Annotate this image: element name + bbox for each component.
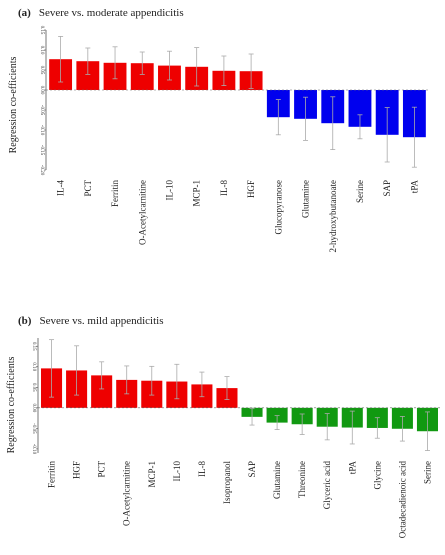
x-tick-label-octadecadienoic-acid: Octadecadienoic acid [397,461,407,539]
x-tick-label-pct: PCT [83,180,93,197]
x-tick-label-serine: Serine [355,180,365,203]
chart-a-ylabel: Regression co-efficients [8,57,19,154]
error-bar-mcp-1 [149,365,155,396]
chart-a-bars [49,59,426,138]
x-tick-label-il-8: IL-8 [219,180,229,196]
chart-b-svg: (b) Severe vs. mild appendicitis Regressi… [6,315,440,539]
error-bar-o-acetylcarnitine [124,365,130,395]
x-tick-label-mcp-1: MCP-1 [147,461,157,488]
chart-severe-vs-moderate: (a) Severe vs. moderate appendicitis Regr… [0,0,445,270]
y-tick-label: 0.00 [31,403,36,412]
y-tick-label: -0.20 [39,165,44,176]
x-tick-label-hgf: HGF [72,461,82,479]
error-bar-o-acetylcarnitine [139,51,145,75]
error-bar-glucopyranose [275,99,281,136]
x-tick-label-ferritin: Ferritin [110,180,120,207]
error-bar-threonine [299,413,305,435]
x-tick-label-glucopyranose: Glucopyranose [273,180,283,234]
error-bar-hgf [248,53,254,89]
x-tick-label-il-10: IL-10 [164,180,174,201]
svg-text:(a)Severe vs. moderate appendi: (a) Severe vs. moderate appendicitis [18,7,184,19]
error-bar-glyceric-acid [324,413,330,441]
x-tick-label-glutamine: Glutamine [301,180,311,218]
error-bar-il-10 [166,50,172,81]
y-tick-label: 0.10 [31,362,36,371]
x-tick-label-il-8: IL-8 [197,461,207,477]
error-bar-serine [424,411,430,451]
y-tick-label: -0.10 [31,444,36,455]
x-tick-label-glyceric-acid: Glyceric acid [322,461,332,510]
bar-glutamine [266,407,288,423]
error-bar-pct [85,47,91,75]
bar-pct [91,375,113,408]
error-bar-il-8 [221,55,227,86]
x-tick-label-tpa: tPA [347,461,357,475]
y-tick-label: -0.15 [39,145,44,156]
y-tick-label: 0.15 [39,26,44,35]
chart-b-panel-letter: (b) [18,315,32,327]
x-tick-label-mcp-1: MCP-1 [192,180,202,207]
error-bar-serine [357,114,363,140]
chart-a-panel-letter: (a) [18,7,31,19]
y-tick-label: 0.05 [31,383,36,392]
chart-b-ylabel: Regression co-efficients [6,357,17,454]
x-tick-label-il-4: IL-4 [56,180,66,196]
chart-b-bars [41,368,438,432]
chart-b-error-bars [49,339,430,451]
y-tick-label: 0.10 [39,46,44,55]
error-bar-mcp-1 [194,47,200,87]
error-bar-2-hydroxybutanoate [330,96,336,151]
error-bar-tpa [411,106,417,168]
error-bar-isopropanol [224,376,230,401]
error-bar-pct [99,361,105,390]
chart-a-y-ticks: 0.15 0.10 0.05 0.00 -0.05 -0.10 -0.15 -0.20 [39,26,46,176]
chart-severe-vs-mild: (b) Severe vs. mild appendicitis Regressi… [0,310,445,550]
x-tick-label-isopropanol: Isopropanol [222,461,232,504]
y-tick-label: 0.00 [39,86,44,95]
chart-b-title: Severe vs. mild appendicitis [39,315,163,327]
error-bar-tpa [349,410,355,445]
error-bar-ferritin [49,339,55,398]
svg-text:(b)Severe vs. mild appendiciti: (b) Severe vs. mild appendicitis [18,315,163,327]
chart-b-y-ticks: 0.15 0.10 0.05 0.00 -0.05 -0.10 [31,342,38,455]
x-tick-label-pct: PCT [97,461,107,478]
x-tick-label-glycine: Glycine [372,461,382,490]
error-bar-ferritin [112,46,118,80]
x-tick-label-o-acetylcarnitine: O-Acetylcarnitine [137,180,147,245]
error-bar-hgf [74,345,80,396]
bar-pct [76,61,100,90]
error-bar-glutamine [274,415,280,430]
bar-o-acetylcarnitine [130,63,154,90]
chart-a-svg: (a) Severe vs. moderate appendicitis Regr… [8,7,428,253]
x-tick-label-threonine: Threonine [297,461,307,498]
chart-a-title: Severe vs. moderate appendicitis [39,7,184,19]
error-bar-glutamine [303,96,309,141]
x-tick-label-o-acetylcarnitine: O-Acetylcarnitine [122,461,132,526]
y-tick-label: 0.05 [39,66,44,75]
error-bar-sap [384,107,390,163]
y-tick-label: -0.10 [39,125,44,136]
chart-a-error-bars [58,36,417,168]
chart-a-x-ticks: IL-4 PCT Ferritin O-Acetylcarnitine IL-10 MCP… [56,180,420,253]
x-tick-label-hgf: HGF [246,180,256,198]
x-tick-label-ferritin: Ferritin [47,461,57,488]
error-bar-sap [249,408,255,426]
chart-b-x-ticks: Ferritin HGF PCT O-Acetylcarnitine MCP-1 IL-1… [47,461,433,539]
error-bar-il-4 [58,36,64,83]
y-tick-label: -0.05 [31,423,36,434]
x-tick-label-serine: Serine [422,461,432,484]
error-bar-il-10 [174,363,180,400]
x-tick-label-glutamine: Glutamine [272,461,282,499]
error-bar-il-8 [199,371,205,398]
x-tick-label-tpa: tPA [409,180,419,194]
error-bar-glycine [374,417,380,439]
y-tick-label: 0.15 [31,342,36,351]
bar-serine [348,90,372,127]
x-tick-label-il-10: IL-10 [172,461,182,482]
x-tick-label-sap: SAP [382,180,392,197]
error-bar-octadecadienoic-acid [399,416,405,442]
x-tick-label-2-hydroxybutanoate: 2-hydroxybutanoate [328,180,338,252]
y-tick-label: -0.05 [39,105,44,116]
x-tick-label-sap: SAP [247,461,257,478]
